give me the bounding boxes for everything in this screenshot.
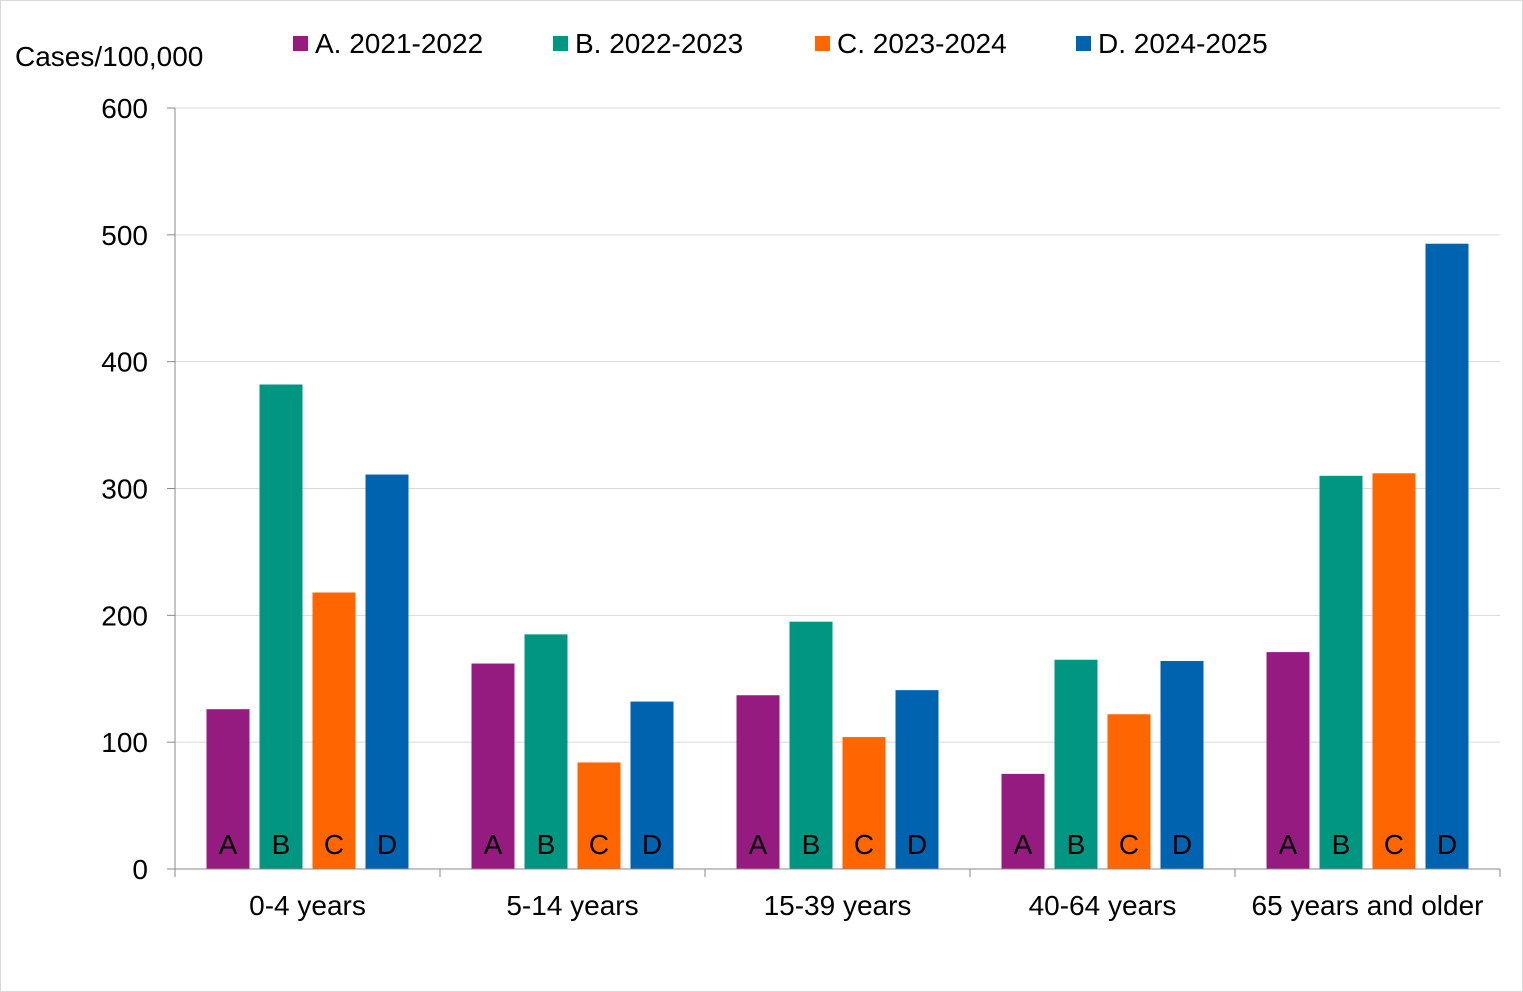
bar-letter-label: D	[907, 829, 927, 860]
bar	[842, 737, 886, 869]
bar-letter-label: A	[1279, 829, 1298, 860]
bar	[206, 709, 250, 869]
bar	[1319, 475, 1363, 869]
x-category-label: 40-64 years	[1029, 890, 1177, 921]
legend-swatch	[553, 36, 568, 51]
y-tick-label: 0	[132, 854, 148, 885]
bar-letter-label: C	[1384, 829, 1404, 860]
bar-letter-label: B	[802, 829, 821, 860]
bar	[736, 695, 780, 869]
legend-label: C. 2023-2024	[837, 28, 1007, 59]
y-axis-ticks: 0 100 200 300 400 500 600	[101, 93, 175, 885]
legend-swatch	[293, 36, 308, 51]
bar	[1107, 714, 1151, 869]
bar	[312, 592, 356, 869]
bar	[1054, 659, 1098, 869]
y-tick-label: 600	[101, 93, 148, 124]
legend-swatch	[1076, 36, 1091, 51]
bar-letter-label: B	[272, 829, 291, 860]
bar-letter-label: D	[642, 829, 662, 860]
y-tick-label: 500	[101, 220, 148, 251]
legend-swatch	[815, 36, 830, 51]
bar	[1372, 473, 1416, 869]
legend-label: B. 2022-2023	[575, 28, 743, 59]
bar	[259, 384, 303, 869]
bar	[577, 762, 621, 869]
bar-letter-label: B	[1067, 829, 1086, 860]
bar-letter-label: A	[1014, 829, 1033, 860]
bar	[895, 690, 939, 869]
bar	[1425, 243, 1469, 869]
bar-letter-label: B	[537, 829, 556, 860]
bar-letter-label: D	[1437, 829, 1457, 860]
x-category-label: 65 years and older	[1252, 890, 1484, 921]
y-tick-label: 300	[101, 474, 148, 505]
bar	[471, 663, 515, 869]
y-tick-label: 400	[101, 347, 148, 378]
bar	[1001, 773, 1045, 869]
bar	[1160, 660, 1204, 869]
bar-letter-label: C	[854, 829, 874, 860]
bar	[1266, 652, 1310, 869]
axes	[174, 108, 1501, 877]
bar-letter-label: C	[324, 829, 344, 860]
y-axis-label: Cases/100,000	[15, 41, 203, 72]
y-tick-label: 100	[101, 727, 148, 758]
bar-letter-label: A	[219, 829, 238, 860]
bar	[789, 621, 833, 869]
legend-label: A. 2021-2022	[315, 28, 483, 59]
bar	[524, 634, 568, 869]
x-axis-labels: 0-4 years 5-14 years 15-39 years 40-64 year…	[249, 890, 1483, 921]
x-category-label: 5-14 years	[506, 890, 638, 921]
bar-letter-label: C	[1119, 829, 1139, 860]
bar-letter-label: C	[589, 829, 609, 860]
bar-letter-label: A	[484, 829, 503, 860]
bar	[365, 474, 409, 869]
legend: A. 2021-2022 B. 2022-2023 C. 2023-2024 D. 2…	[293, 28, 1268, 59]
bar-letter-label: D	[1172, 829, 1192, 860]
bar-letter-label: B	[1332, 829, 1351, 860]
legend-label: D. 2024-2025	[1098, 28, 1268, 59]
x-category-label: 15-39 years	[764, 890, 912, 921]
x-category-label: 0-4 years	[249, 890, 366, 921]
y-tick-label: 200	[101, 600, 148, 631]
bar-letter-label: D	[377, 829, 397, 860]
bar-letter-label: A	[749, 829, 768, 860]
bar	[630, 701, 674, 869]
